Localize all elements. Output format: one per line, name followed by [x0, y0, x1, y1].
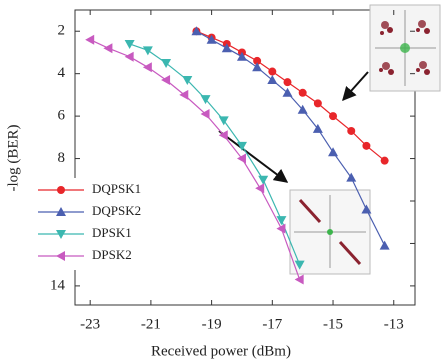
marker [328, 147, 338, 156]
y-tick-label: 4 [58, 65, 66, 81]
marker [161, 75, 170, 85]
x-tick-label: -21 [141, 316, 161, 332]
marker [219, 116, 229, 125]
marker [85, 35, 94, 45]
marker [143, 62, 152, 72]
legend-label: DPSK1 [92, 225, 132, 240]
marker [143, 46, 153, 55]
x-tick-label: -17 [262, 316, 282, 332]
marker [103, 43, 112, 53]
y-tick-label: 8 [58, 150, 66, 166]
marker [346, 173, 356, 182]
y-tick-label: 14 [50, 277, 66, 293]
marker [268, 68, 276, 76]
marker [381, 157, 389, 165]
marker [295, 275, 304, 285]
marker [347, 127, 355, 135]
marker [329, 112, 337, 120]
marker [258, 176, 268, 185]
x-tick-label: -23 [80, 316, 100, 332]
x-tick-label: -13 [384, 316, 404, 332]
constellation-inset [370, 5, 440, 91]
marker [125, 52, 134, 62]
y-axis-title: -log (BER) [5, 124, 21, 191]
marker [161, 59, 171, 68]
marker [125, 40, 135, 49]
marker [276, 224, 285, 234]
marker [284, 78, 292, 86]
y-tick-label: 2 [58, 23, 66, 39]
marker [314, 99, 322, 107]
x-tick-label: -19 [202, 316, 222, 332]
chart: Received power (dBm) -log (BER) -23 -21 -1… [0, 0, 442, 364]
legend-label: DPSK2 [92, 247, 132, 262]
legend-label: DQPSK2 [92, 203, 141, 218]
marker [255, 183, 264, 193]
marker [299, 89, 307, 97]
legend-label: DQPSK1 [92, 181, 141, 196]
arrow [219, 131, 287, 182]
marker [380, 241, 390, 250]
marker [276, 216, 286, 225]
marker [362, 142, 370, 150]
marker [237, 154, 246, 164]
legend: DQPSK1 DQPSK2 DPSK1 DPSK2 [30, 178, 180, 270]
arrow [343, 72, 368, 100]
x-axis-title: Received power (dBm) [151, 343, 291, 359]
x-tick-label: -15 [323, 316, 343, 332]
y-tick-label: 6 [58, 108, 66, 124]
legend-marker [57, 186, 65, 194]
